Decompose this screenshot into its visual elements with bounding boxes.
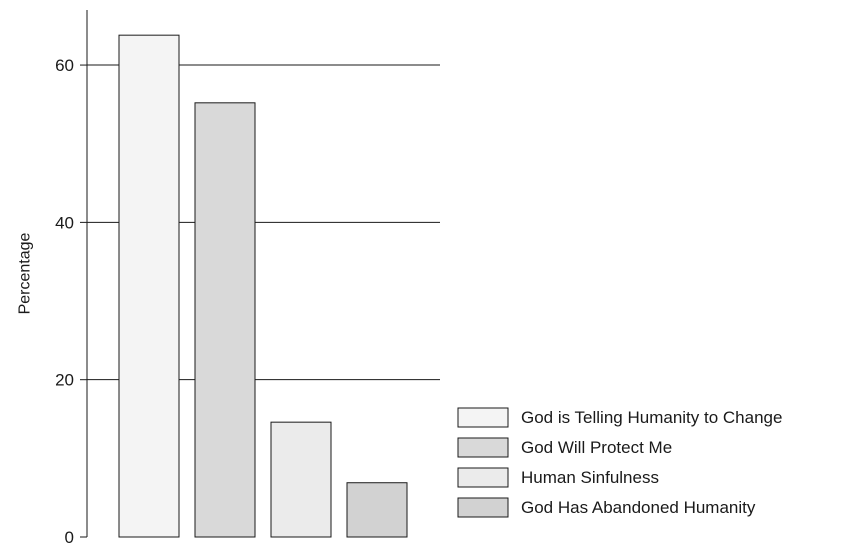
legend-label-2: God Will Protect Me (521, 438, 672, 457)
legend-swatch-3 (457, 467, 509, 488)
y-tick-label-40: 40 (55, 213, 74, 232)
y-tick-label-20: 20 (55, 371, 74, 390)
legend-swatch-4 (457, 497, 509, 518)
bar-4 (346, 482, 408, 538)
y-axis-label: Percentage (17, 232, 34, 314)
legend-swatch-1 (457, 407, 509, 428)
bars (118, 34, 408, 538)
y-tick-label-60: 60 (55, 56, 74, 75)
bar-1 (118, 34, 180, 538)
bar-2 (194, 102, 256, 538)
legend-label-3: Human Sinfulness (521, 468, 659, 487)
legend: God is Telling Humanity to Change God Wil… (457, 407, 782, 518)
y-axis-ticks: 0 20 40 60 (55, 56, 87, 546)
legend-label-1: God is Telling Humanity to Change (521, 408, 782, 427)
y-tick-label-0: 0 (65, 528, 74, 546)
legend-swatch-2 (457, 437, 509, 458)
bar-3 (270, 421, 332, 538)
legend-label-4: God Has Abandoned Humanity (521, 498, 756, 517)
